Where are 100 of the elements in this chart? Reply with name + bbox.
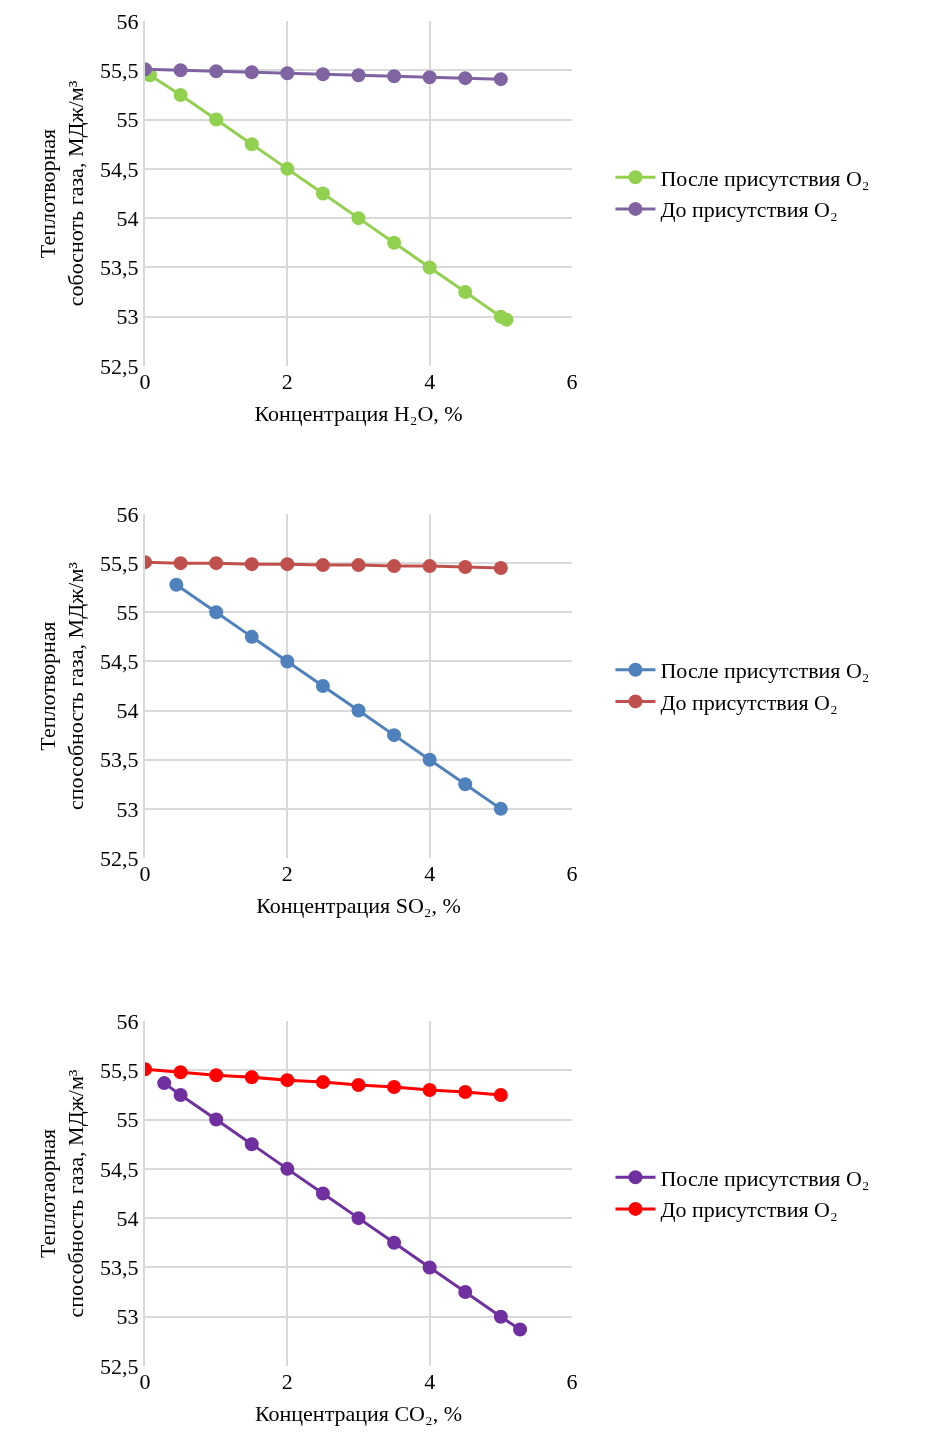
y-tick-label: 52,5 [100, 1353, 139, 1379]
y-tick-label: 54,5 [100, 156, 139, 182]
point [315, 67, 330, 82]
y-tick-label: 54,5 [100, 1156, 139, 1182]
point [244, 137, 259, 152]
point [493, 72, 508, 87]
point [458, 71, 473, 86]
point [209, 112, 224, 127]
point [387, 559, 402, 574]
point [280, 66, 295, 81]
y-axis-title: Теплотворная способность газа, МДж/м³ [34, 561, 89, 810]
x-axis-title: Концентрация CO₂, % [254, 1400, 463, 1426]
y-tick-label: 53,5 [100, 255, 139, 281]
x-tick-label: 6 [566, 1369, 578, 1394]
point [387, 69, 402, 84]
point [351, 68, 366, 83]
y-tick-label: 55,5 [100, 57, 139, 83]
point [315, 186, 330, 201]
y-tick-label: 54 [116, 205, 139, 231]
point [351, 211, 366, 226]
point [422, 260, 437, 275]
x-tick-label: 2 [281, 369, 293, 394]
point [315, 558, 330, 573]
point [387, 1080, 402, 1095]
y-tick-label: 56 [116, 501, 139, 527]
x-tick-label: 0 [139, 1369, 151, 1394]
point [244, 557, 259, 572]
point [173, 87, 188, 102]
point [169, 577, 184, 592]
y-axis-title: Теплотворная собосноть газа, МДж/м³ [34, 80, 89, 307]
x-tick-label: 4 [424, 369, 436, 394]
y-tick-label: 55 [116, 107, 139, 133]
legend-label: После присутствия O₂ [660, 165, 870, 191]
x-tick-label: 6 [566, 369, 578, 394]
x-axis-title: Концентрация H₂O, % [254, 400, 463, 426]
point [499, 312, 514, 327]
y-tick-label: 54,5 [100, 649, 139, 675]
point [209, 64, 224, 79]
point [280, 557, 295, 572]
point [280, 654, 295, 669]
x-axis-title: Концентрация SO₂, % [256, 892, 461, 918]
x-tick-label: 4 [424, 861, 436, 886]
point [280, 161, 295, 176]
y-tick-label: 53,5 [100, 1255, 139, 1281]
y-tick-label: 55 [116, 599, 139, 625]
y-axis-title: Теплотаорная способность газа, МДж/м³ [34, 1069, 89, 1318]
point [422, 70, 437, 85]
legend-label: До присутствия O₂ [660, 1197, 838, 1223]
y-tick-label: 55 [116, 1107, 139, 1133]
point [173, 556, 188, 571]
point [209, 1068, 224, 1083]
point [315, 679, 330, 693]
point [458, 285, 473, 300]
point [458, 777, 473, 792]
point [244, 1137, 259, 1152]
y-tick-label: 52,5 [100, 353, 139, 379]
legend-label: После присутствия O₂ [660, 658, 870, 684]
y-tick-label: 53,5 [100, 747, 139, 773]
point [244, 65, 259, 80]
y-tick-label: 56 [116, 1008, 139, 1034]
point [387, 728, 402, 743]
point [458, 560, 473, 575]
x-tick-label: 0 [139, 861, 151, 886]
point [422, 1260, 437, 1275]
point [351, 1078, 366, 1093]
legend-label: После присутствия O₂ [660, 1165, 870, 1191]
y-tick-label: 54 [116, 698, 139, 724]
point [351, 1211, 366, 1226]
point [493, 801, 508, 816]
point [513, 1322, 528, 1337]
y-tick-label: 56 [116, 8, 139, 34]
point [173, 1065, 188, 1080]
x-tick-label: 2 [281, 1369, 293, 1394]
x-tick-label: 4 [424, 1369, 436, 1394]
point [422, 1083, 437, 1097]
legend-label: До присутствия O₂ [660, 689, 838, 715]
point [209, 605, 224, 620]
y-tick-label: 53 [116, 796, 139, 822]
point [422, 752, 437, 767]
point [387, 1235, 402, 1250]
point [209, 556, 224, 571]
x-tick-label: 0 [139, 369, 151, 394]
point [493, 1309, 508, 1324]
point [458, 1084, 473, 1099]
y-tick-label: 53 [116, 304, 139, 330]
y-tick-label: 53 [116, 1304, 139, 1330]
y-tick-label: 55,5 [100, 550, 139, 576]
point [493, 561, 508, 576]
point [280, 1161, 295, 1176]
point [157, 1076, 172, 1091]
y-tick-label: 54 [116, 1205, 139, 1231]
y-tick-label: 55,5 [100, 1057, 139, 1083]
point [422, 559, 437, 574]
y-tick-label: 52,5 [100, 845, 139, 871]
point [387, 235, 402, 250]
point [458, 1285, 473, 1300]
point [351, 703, 366, 718]
point [280, 1073, 295, 1088]
point [315, 1186, 330, 1201]
point [173, 1087, 188, 1102]
